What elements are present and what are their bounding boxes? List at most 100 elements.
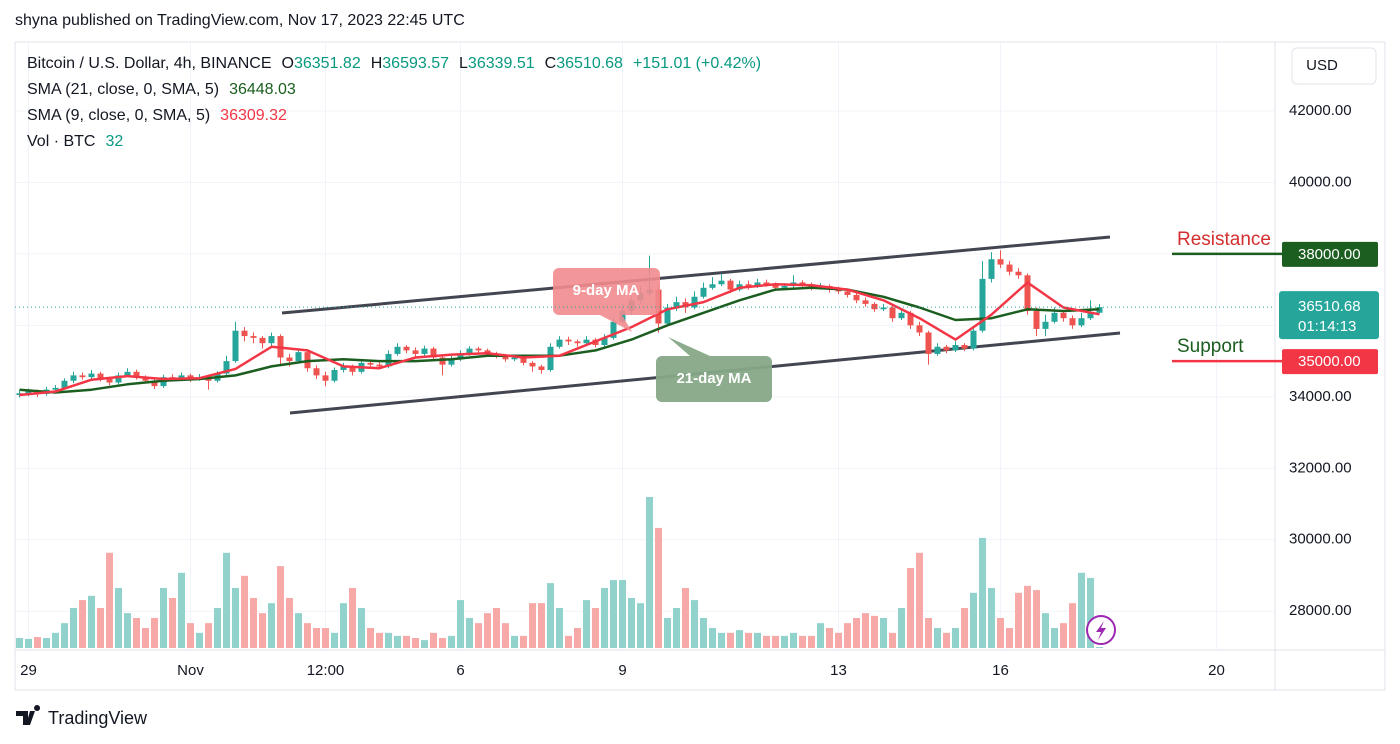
volume-bar <box>466 617 473 648</box>
x-tick-label: 20 <box>1208 662 1225 679</box>
last-price: 36510.68 <box>1298 298 1361 315</box>
candle-body <box>520 357 527 363</box>
annotation-box <box>553 268 660 315</box>
volume-bar <box>610 580 617 648</box>
volume-bar <box>988 587 995 648</box>
x-tick-label: 29 <box>20 662 37 679</box>
candle-body <box>52 387 59 390</box>
volume-bar <box>439 637 446 648</box>
legend-item: 36448.03 <box>229 81 296 98</box>
volume-bar <box>619 580 626 648</box>
logo-mark <box>16 705 41 725</box>
candle-body <box>448 359 455 365</box>
candle-body <box>1078 318 1085 326</box>
volume-bar <box>160 587 167 648</box>
volume-bar <box>385 632 392 648</box>
candle-body <box>610 321 617 338</box>
volume-bar <box>25 638 32 648</box>
volume-bar <box>547 583 554 648</box>
volume-bar <box>1024 585 1031 648</box>
volume-bar <box>223 552 230 648</box>
legend-item: O <box>282 55 294 72</box>
candle-body <box>268 336 275 344</box>
volume-bar <box>232 587 239 648</box>
volume-bar <box>97 607 104 648</box>
candle-body <box>709 284 716 288</box>
volume-bar <box>907 567 914 648</box>
volume-bar <box>637 603 644 648</box>
volume-bar <box>448 635 455 648</box>
volume-bar <box>673 607 680 648</box>
volume-bar <box>1042 613 1049 648</box>
volume-bar <box>1033 590 1040 648</box>
candle-body <box>439 357 446 365</box>
candle-body <box>232 330 239 362</box>
volume-bar <box>700 617 707 648</box>
candle-body <box>115 375 122 383</box>
candle-body <box>718 280 725 285</box>
volume-bar <box>817 623 824 648</box>
volume-bar <box>1015 592 1022 648</box>
volume-bar <box>259 613 266 648</box>
candle-body <box>583 339 590 344</box>
y-tick-label: 34000.00 <box>1289 388 1352 405</box>
volume-bar <box>583 600 590 648</box>
legend-item: 32 <box>105 133 123 150</box>
legend-item: 36339.51 <box>468 55 535 72</box>
volume-bar <box>979 537 986 648</box>
candle-body <box>772 284 779 288</box>
volume-bar <box>421 640 428 648</box>
volume-bar <box>718 632 725 648</box>
candle-body <box>979 278 986 331</box>
price-axis: 28000.0030000.0032000.0034000.0036000.00… <box>15 102 1379 679</box>
volume-bar <box>1006 627 1013 648</box>
candle-body <box>781 286 788 288</box>
volume-bar <box>268 603 275 648</box>
candle-body <box>106 378 113 383</box>
volume-bar <box>997 617 1004 648</box>
volume-bar <box>538 603 545 648</box>
currency-button[interactable] <box>1291 47 1377 85</box>
x-tick-label: 16 <box>992 662 1009 679</box>
volume-bar <box>511 635 518 648</box>
candle-body <box>1042 321 1049 329</box>
candle-body <box>394 346 401 354</box>
volume-bar <box>1096 647 1103 648</box>
legend-item: H <box>371 55 383 72</box>
volume-bar <box>520 635 527 648</box>
grid <box>15 42 1275 650</box>
volume-pane <box>16 497 1103 648</box>
candle-body <box>331 370 338 381</box>
candle-body <box>700 287 707 297</box>
candle-body <box>907 312 914 326</box>
candle-body <box>844 291 851 295</box>
legend-item: +151.01 (+0.42%) <box>633 55 761 72</box>
candle-body <box>376 364 383 367</box>
candle-body <box>403 346 410 351</box>
legend-item: 36593.57 <box>382 55 449 72</box>
volume-bar <box>493 607 500 648</box>
candle-body <box>952 345 959 351</box>
candle-body <box>1015 271 1022 276</box>
y-tick-label: 40000.00 <box>1289 173 1352 190</box>
legend-item: C <box>545 55 557 72</box>
volume-bar <box>1087 577 1094 648</box>
candle-body <box>1060 312 1067 319</box>
candle-body <box>322 375 329 381</box>
candle-body <box>601 337 608 345</box>
candle-body <box>1006 264 1013 272</box>
volume-bar <box>1060 623 1067 648</box>
candle-body <box>547 346 554 371</box>
volume-bar <box>772 635 779 648</box>
volume-bar <box>853 617 860 648</box>
volume-bar <box>196 632 203 648</box>
volume-bar <box>403 635 410 648</box>
candle-body <box>502 355 509 360</box>
candle-body <box>898 312 905 319</box>
candle-body <box>961 345 968 349</box>
legend-row: SMA (9, close, 0, SMA, 5) 36309.32 <box>27 107 287 124</box>
candle-body <box>988 259 995 279</box>
label-21-day: 21-day MA <box>656 337 772 402</box>
candle-body <box>871 303 878 310</box>
